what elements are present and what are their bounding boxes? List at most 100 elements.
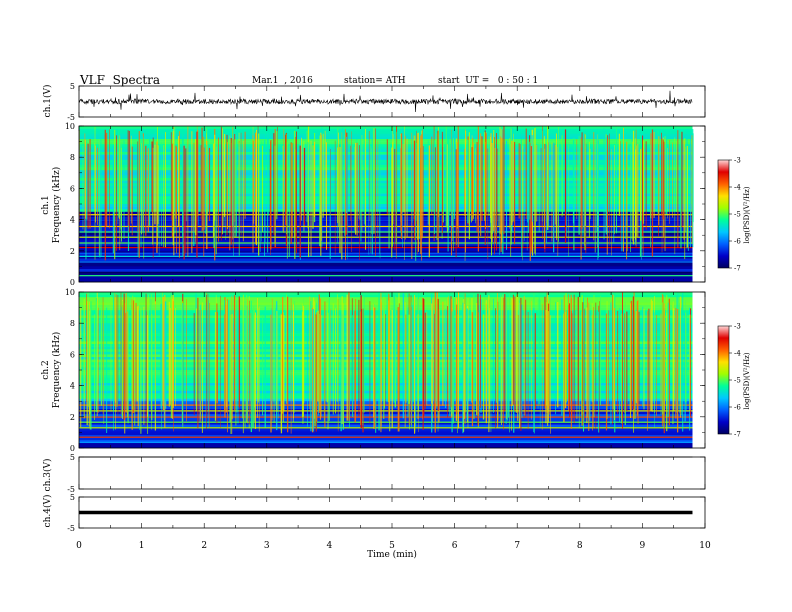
sferic-mark	[558, 127, 559, 242]
sferic-mark	[175, 145, 177, 219]
sferic-mark	[407, 307, 409, 418]
sferic-mark	[651, 301, 653, 412]
sferic-mark	[677, 309, 679, 433]
sferic-mark	[541, 303, 543, 430]
sferic-mark	[497, 293, 499, 428]
sferic-mark	[645, 141, 647, 230]
sferic-mark	[225, 305, 227, 413]
sferic-mark	[120, 147, 123, 242]
sferic-mark	[584, 308, 585, 421]
sferic-mark	[135, 302, 137, 402]
sferic-mark	[291, 143, 293, 239]
sferic-mark	[588, 141, 590, 238]
sferic-mark	[404, 302, 406, 427]
spectrogram-band	[79, 263, 693, 267]
sferic-mark	[555, 302, 556, 415]
sferic-mark	[580, 137, 582, 219]
sferic-mark	[432, 298, 434, 411]
sferic-mark	[661, 132, 662, 216]
sferic-mark	[229, 135, 231, 251]
sferic-mark	[451, 130, 453, 227]
sferic-mark	[290, 298, 292, 434]
sferic-mark	[79, 129, 80, 223]
sferic-mark	[674, 137, 676, 255]
spectrogram-line	[79, 404, 693, 406]
sferic-mark	[624, 313, 625, 414]
spectrogram-band	[79, 193, 693, 197]
sferic-mark	[274, 145, 276, 244]
sferic-mark	[547, 311, 549, 423]
sferic-mark	[477, 126, 479, 252]
spectrogram-line	[79, 272, 693, 274]
sferic-mark	[288, 145, 290, 258]
sferic-mark	[294, 130, 296, 238]
x-tick-label: 6	[452, 541, 458, 551]
sferic-mark	[116, 135, 118, 251]
sferic-mark	[371, 139, 373, 255]
sferic-mark	[589, 148, 591, 220]
sferic-mark	[226, 134, 228, 236]
sferic-mark	[634, 299, 636, 419]
sferic-mark	[307, 142, 309, 217]
sferic-mark	[206, 141, 208, 249]
sferic-mark	[553, 142, 555, 253]
spectrogram-band	[79, 191, 693, 194]
sferic-mark	[236, 300, 238, 413]
sferic-mark	[482, 314, 485, 420]
sferic-mark	[89, 308, 91, 430]
spectrogram-band	[79, 180, 693, 184]
sferic-mark	[431, 136, 433, 215]
sferic-mark	[319, 298, 322, 420]
sferic-mark	[226, 300, 228, 408]
sferic-mark	[138, 131, 140, 258]
spectrogram-band	[79, 188, 693, 192]
sferic-mark	[491, 146, 493, 256]
sferic-mark	[134, 297, 136, 426]
sferic-mark	[375, 313, 377, 433]
sferic-mark	[275, 307, 277, 405]
sferic-mark	[542, 126, 543, 240]
sferic-mark	[398, 303, 400, 429]
sferic-mark	[578, 308, 580, 429]
sferic-mark	[388, 294, 390, 418]
sferic-mark	[212, 143, 214, 238]
spectrogram-band	[79, 240, 693, 244]
spec2-ylabel: Frequency (kHz)	[51, 332, 62, 409]
sferic-mark	[115, 294, 117, 408]
sferic-mark	[207, 293, 209, 417]
spectrogram-band	[79, 232, 693, 236]
spectrogram-band	[79, 141, 693, 145]
spectrogram-line	[79, 252, 693, 254]
sferic-mark	[650, 133, 652, 219]
sferic-mark	[282, 296, 284, 414]
sferic-mark	[88, 309, 90, 407]
spectrogram-line	[79, 242, 693, 244]
sferic-mark	[632, 296, 634, 410]
sferic-mark	[252, 140, 254, 216]
sferic-mark	[94, 143, 96, 215]
sferic-mark	[253, 140, 255, 224]
spectrogram-band	[79, 375, 693, 379]
sferic-mark	[533, 313, 535, 434]
spectrogram-band	[79, 390, 693, 394]
sferic-mark	[591, 303, 593, 403]
sferic-mark	[89, 301, 90, 427]
sferic-mark	[276, 131, 278, 220]
spectrogram-band	[79, 323, 693, 327]
sferic-mark	[315, 315, 317, 427]
sferic-mark	[236, 126, 237, 237]
sferic-mark	[548, 142, 549, 220]
sferic-mark	[517, 294, 519, 421]
sferic-mark	[523, 144, 525, 241]
sferic-mark	[417, 132, 419, 252]
sferic-mark	[686, 145, 688, 248]
sferic-mark	[635, 149, 637, 240]
spectrogram-band	[79, 149, 693, 153]
sferic-mark	[191, 144, 193, 227]
sferic-mark	[428, 145, 430, 258]
sferic-mark	[311, 307, 314, 433]
sferic-mark	[422, 298, 424, 430]
sferic-mark	[480, 299, 482, 413]
sferic-mark	[584, 138, 586, 229]
sferic-mark	[257, 298, 258, 418]
